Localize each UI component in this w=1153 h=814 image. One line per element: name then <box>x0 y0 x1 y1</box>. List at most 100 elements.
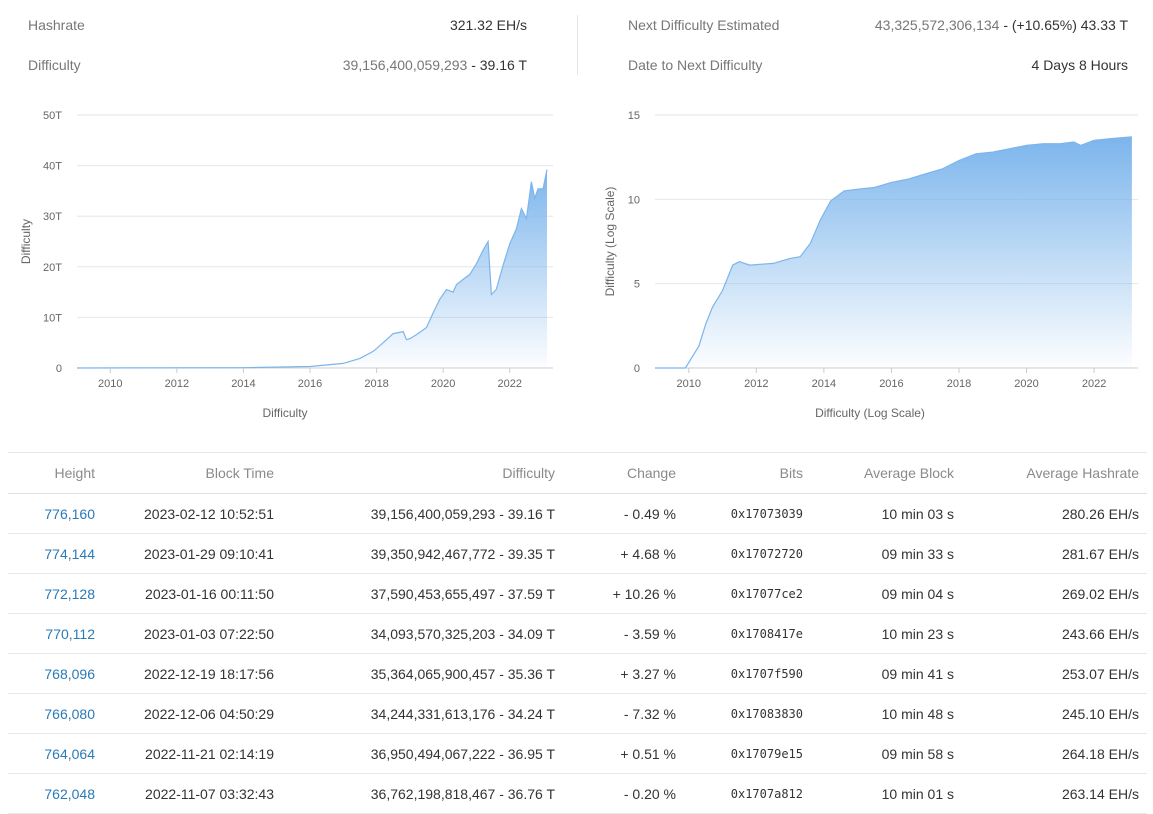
cell-difficulty: 39,156,400,059,293 - 39.16 T <box>282 493 563 534</box>
x-tick-label: 2020 <box>1014 378 1038 390</box>
y-tick-label: 10T <box>43 312 62 324</box>
cell-avghash: 280.26 EH/s <box>962 493 1147 534</box>
cell-difficulty: 34,244,331,613,176 - 34.24 T <box>282 693 563 734</box>
cell-avgblock: 10 min 03 s <box>811 493 962 534</box>
cell-difficulty: 37,590,453,655,497 - 37.59 T <box>282 573 563 614</box>
cell-avghash: 243.66 EH/s <box>962 613 1147 654</box>
difficulty-log-chart: 0 5 10 15 2010 2012 2014 2016 2018 2020 2022 Diffic… <box>603 110 1138 420</box>
cell-bits: 0x17079e15 <box>684 733 811 774</box>
cell-change: + 4.68 % <box>563 533 684 574</box>
x-tick-label: 2018 <box>947 378 971 390</box>
next-difficulty-raw: 43,325,572,306,134 <box>874 17 1000 33</box>
block-height-link[interactable]: 764,064 <box>44 745 95 762</box>
cell-time: 2022-11-21 02:14:19 <box>103 733 282 774</box>
x-tick-label: 2014 <box>812 378 836 390</box>
col-avghashrate-header[interactable]: Average Hashrate <box>962 452 1147 494</box>
cell-avgblock: 09 min 04 s <box>811 573 962 614</box>
block-height-link[interactable]: 772,128 <box>44 585 95 602</box>
table-row: 768,096 2022-12-19 18:17:56 35,364,065,900… <box>8 653 1147 694</box>
cell-avgblock: 10 min 48 s <box>811 693 962 734</box>
x-tick-label: 2016 <box>879 378 903 390</box>
stats-divider <box>577 15 578 75</box>
cell-bits: 0x17083830 <box>684 693 811 734</box>
col-height-header[interactable]: Height <box>8 452 103 494</box>
col-avgblock-header[interactable]: Average Block <box>811 452 962 494</box>
cell-avgblock: 09 min 33 s <box>811 533 962 574</box>
y-tick-label: 0 <box>634 363 640 375</box>
block-height-link[interactable]: 766,080 <box>44 705 95 722</box>
cell-avghash: 281.67 EH/s <box>962 533 1147 574</box>
y-tick-label: 40T <box>43 161 62 173</box>
table-row: 766,080 2022-12-06 04:50:29 34,244,331,613… <box>8 693 1147 734</box>
col-blocktime-header[interactable]: Block Time <box>103 452 282 494</box>
x-axis-title: Difficulty <box>262 406 307 420</box>
hashrate-label: Hashrate <box>28 17 85 33</box>
cell-bits: 0x17073039 <box>684 493 811 534</box>
y-tick-label: 15 <box>628 110 640 122</box>
cell-change: - 0.49 % <box>563 493 684 534</box>
cell-height: 770,112 <box>8 613 103 654</box>
table-row: 774,144 2023-01-29 09:10:41 39,350,942,467… <box>8 533 1147 574</box>
cell-difficulty: 39,350,942,467,772 - 39.35 T <box>282 533 563 574</box>
cell-avgblock: 10 min 23 s <box>811 613 962 654</box>
table-row: 772,128 2023-01-16 00:11:50 37,590,453,655… <box>8 573 1147 614</box>
difficulty-value: 39,156,400,059,293 - 39.16 T <box>343 57 527 73</box>
cell-bits: 0x1708417e <box>684 613 811 654</box>
y-tick-label: 50T <box>43 110 62 122</box>
area-series-line <box>76 169 548 369</box>
x-axis-title: Difficulty (Log Scale) <box>815 406 925 420</box>
y-axis-title: Difficulty (Log Scale) <box>603 187 617 297</box>
cell-change: + 0.51 % <box>563 733 684 774</box>
cell-time: 2023-01-03 07:22:50 <box>103 613 282 654</box>
cell-avghash: 253.07 EH/s <box>962 653 1147 694</box>
cell-avghash: 269.02 EH/s <box>962 573 1147 614</box>
col-bits-header[interactable]: Bits <box>684 452 811 494</box>
cell-height: 774,144 <box>8 533 103 574</box>
table-header-row: Height Block Time Difficulty Change Bits… <box>8 452 1147 494</box>
block-height-link[interactable]: 776,160 <box>44 505 95 522</box>
x-tick-label: 2012 <box>744 378 768 390</box>
block-height-link[interactable]: 768,096 <box>44 665 95 682</box>
area-series-line <box>655 136 1132 369</box>
date-next-label: Date to Next Difficulty <box>628 57 763 73</box>
x-tick-label: 2014 <box>231 378 255 390</box>
cell-change: + 10.26 % <box>563 573 684 614</box>
col-change-header[interactable]: Change <box>563 452 684 494</box>
cell-avgblock: 09 min 41 s <box>811 653 962 694</box>
block-height-link[interactable]: 762,048 <box>44 785 95 802</box>
difficulty-chart: 0 10T 20T 30T 40T 50T 2010 2012 2014 2016 2018 2020… <box>19 110 553 420</box>
cell-difficulty: 35,364,065,900,457 - 35.36 T <box>282 653 563 694</box>
area-series <box>655 136 1132 368</box>
cell-change: + 3.27 % <box>563 653 684 694</box>
cell-time: 2023-01-16 00:11:50 <box>103 573 282 614</box>
cell-time: 2022-12-19 18:17:56 <box>103 653 282 694</box>
x-tick-label: 2018 <box>364 378 388 390</box>
difficulty-raw: 39,156,400,059,293 <box>342 57 468 73</box>
cell-bits: 0x17072720 <box>684 533 811 574</box>
next-difficulty-label: Next Difficulty Estimated <box>628 17 780 33</box>
difficulty-table: Height Block Time Difficulty Change Bits… <box>8 452 1147 814</box>
cell-height: 764,064 <box>8 733 103 774</box>
cell-height: 772,128 <box>8 573 103 614</box>
cell-difficulty: 36,950,494,067,222 - 36.95 T <box>282 733 563 774</box>
table-row: 776,160 2023-02-12 10:52:51 39,156,400,059… <box>8 493 1147 534</box>
y-tick-label: 5 <box>634 279 640 291</box>
cell-bits: 0x17077ce2 <box>684 573 811 614</box>
y-tick-label: 30T <box>43 211 62 223</box>
block-height-link[interactable]: 774,144 <box>44 545 95 562</box>
table-row: 764,064 2022-11-21 02:14:19 36,950,494,067… <box>8 733 1147 774</box>
cell-height: 768,096 <box>8 653 103 694</box>
col-difficulty-header[interactable]: Difficulty <box>282 452 563 494</box>
cell-avgblock: 10 min 01 s <box>811 773 962 814</box>
cell-time: 2022-12-06 04:50:29 <box>103 693 282 734</box>
table-row: 762,048 2022-11-07 03:32:43 36,762,198,818… <box>8 773 1147 814</box>
next-difficulty-value: 43,325,572,306,134 - (+10.65%) 43.33 T <box>875 17 1128 33</box>
cell-time: 2022-11-07 03:32:43 <box>103 773 282 814</box>
x-tick-label: 2020 <box>431 378 455 390</box>
next-difficulty-short: - (+10.65%) 43.33 T <box>1003 17 1128 33</box>
y-axis-title: Difficulty <box>19 219 33 264</box>
x-tick-label: 2010 <box>677 378 701 390</box>
area-series <box>77 169 547 368</box>
cell-avghash: 264.18 EH/s <box>962 733 1147 774</box>
block-height-link[interactable]: 770,112 <box>45 625 95 642</box>
